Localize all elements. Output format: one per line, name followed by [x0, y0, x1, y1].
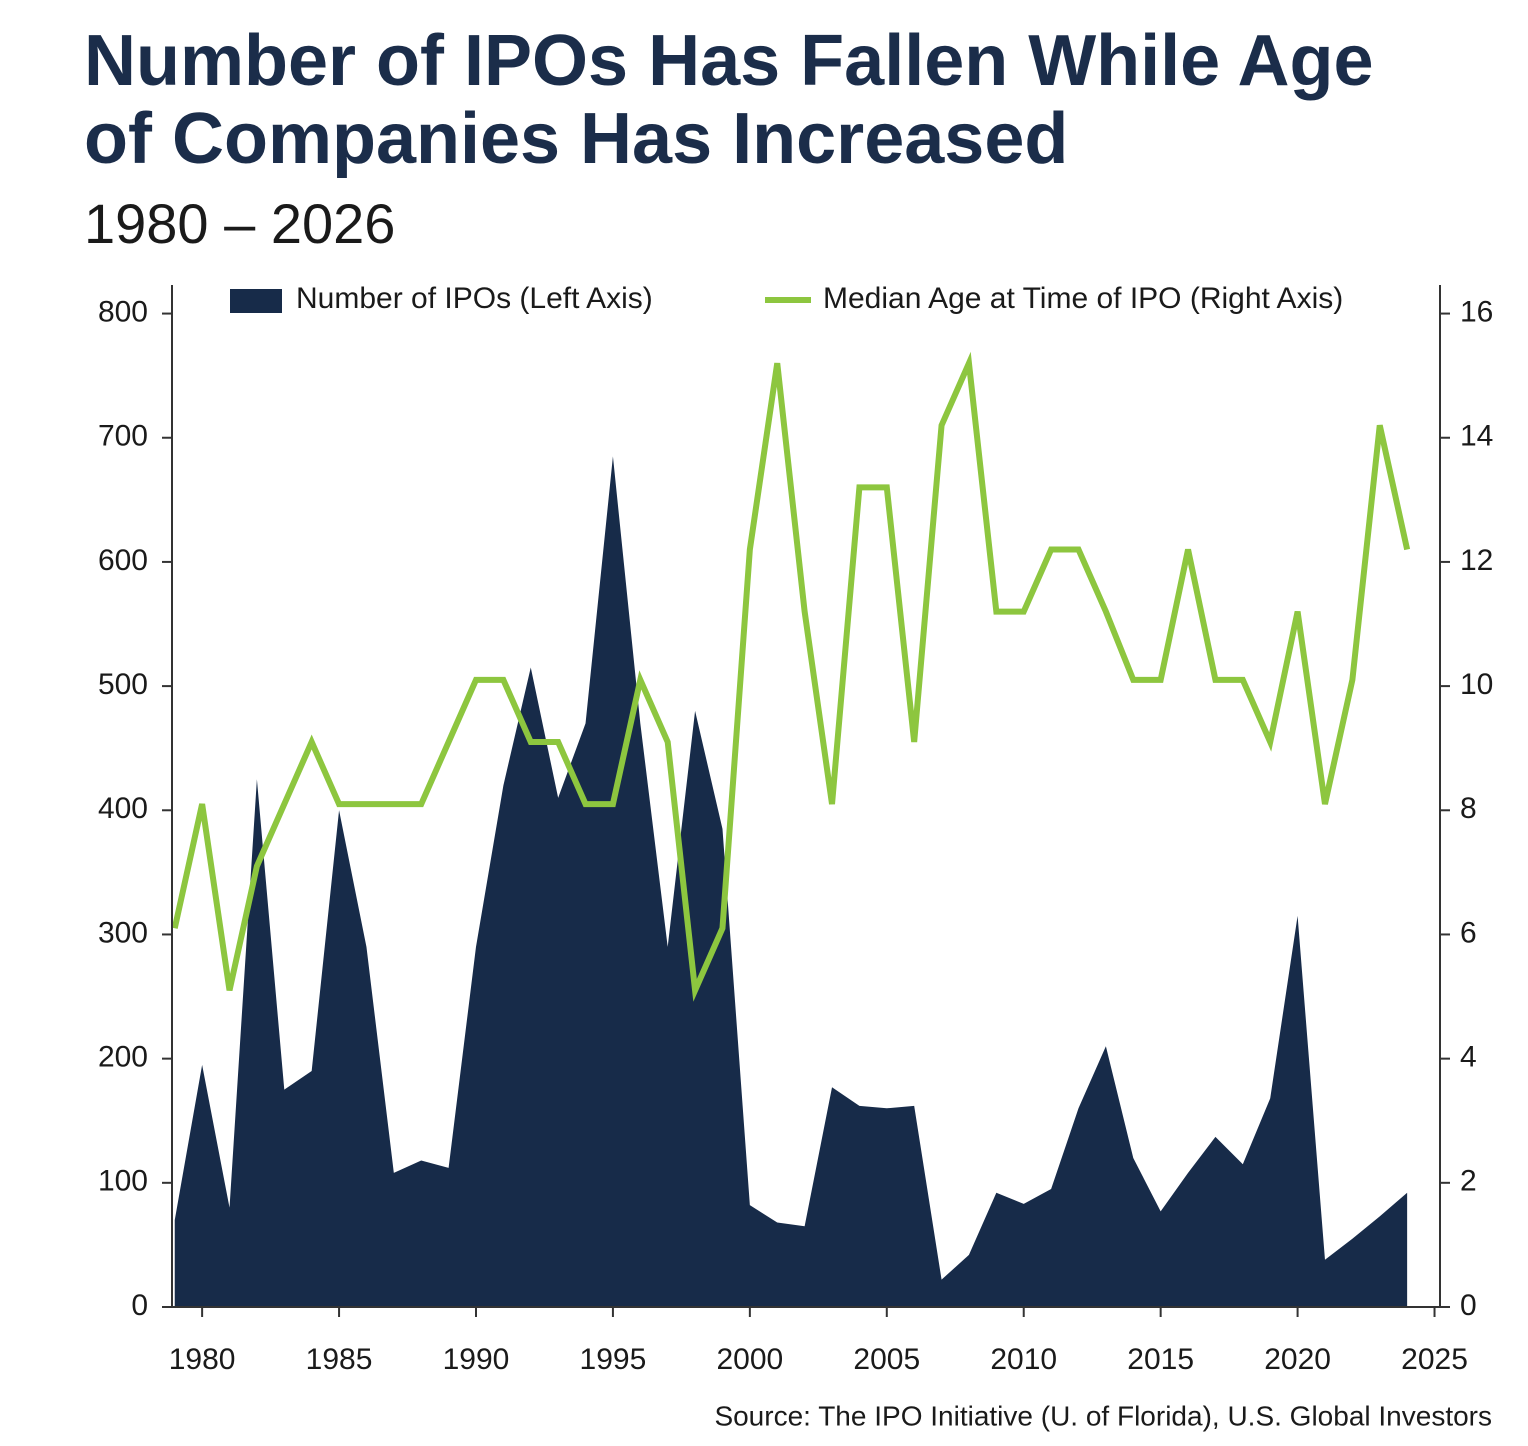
- source-note: Source: The IPO Initiative (U. of Florid…: [714, 1400, 1492, 1431]
- x-tick-label: 1985: [306, 1343, 373, 1376]
- y2-tick-label: 6: [1460, 916, 1477, 949]
- x-tick-label: 1990: [443, 1343, 510, 1376]
- y-tick-label: 800: [98, 295, 148, 328]
- x-tick-label: 2025: [1401, 1343, 1468, 1376]
- y-tick-label: 600: [98, 544, 148, 577]
- legend-item: Median Age at Time of IPO (Right Axis): [765, 282, 1343, 315]
- y-tick-label: 300: [98, 916, 148, 949]
- y2-tick-label: 10: [1460, 668, 1493, 701]
- x-tick-label: 2020: [1264, 1343, 1331, 1376]
- y2-tick-label: 4: [1460, 1041, 1477, 1074]
- y-tick-label: 700: [98, 420, 148, 453]
- x-tick-label: 2015: [1127, 1343, 1194, 1376]
- area: [174, 456, 1408, 1307]
- chart-subtitle: 1980 – 2026: [84, 192, 395, 255]
- legend-label: Median Age at Time of IPO (Right Axis): [823, 282, 1343, 315]
- y-tick-label: 100: [98, 1165, 148, 1198]
- x-tick-label: 2010: [990, 1343, 1057, 1376]
- y-tick-label: 500: [98, 668, 148, 701]
- legend-item: Number of IPOs (Left Axis): [230, 282, 653, 315]
- x-tick-label: 1980: [169, 1343, 236, 1376]
- x-tick-label: 1995: [580, 1343, 647, 1376]
- x-tick-label: 2005: [853, 1343, 920, 1376]
- y2-tick-label: 14: [1460, 420, 1493, 453]
- y2-tick-label: 12: [1460, 544, 1493, 577]
- y2-tick-label: 0: [1460, 1289, 1477, 1322]
- plot-area: [171, 351, 1411, 1307]
- y2-tick-label: 2: [1460, 1165, 1477, 1198]
- y-tick-label: 200: [98, 1041, 148, 1074]
- x-tick-label: 2000: [716, 1343, 783, 1376]
- chart-title: Number of IPOs Has Fallen While Age of Co…: [84, 21, 1374, 179]
- legend-swatch: [230, 289, 282, 313]
- y-tick-label: 0: [131, 1289, 148, 1322]
- y2-tick-label: 16: [1460, 295, 1493, 328]
- y2-tick-label: 8: [1460, 792, 1477, 825]
- line: [171, 351, 1411, 1002]
- legend-label: Number of IPOs (Left Axis): [296, 282, 653, 315]
- y-tick-label: 400: [98, 792, 148, 825]
